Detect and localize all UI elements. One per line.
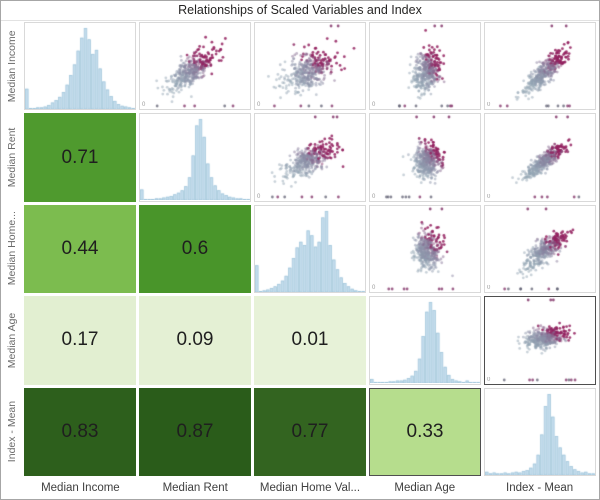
correlation-value: 0.33 [406,420,444,442]
histogram-cell-median-income[interactable] [24,22,136,111]
correlation-value: 0.71 [61,146,99,168]
correlation-value: 0.09 [176,329,214,351]
histogram-canvas [485,388,595,475]
correlation-value: 0.6 [181,237,209,259]
col-label-median-home-value: Median Home Val... [259,482,361,494]
chart-title: Relationships of Scaled Variables and In… [1,1,599,21]
correlation-value: 0.44 [61,237,99,259]
histogram-canvas [25,23,135,109]
col-label-median-age: Median Age [394,482,456,494]
histogram-cell-median-age[interactable] [369,296,481,385]
histogram-cell-median-home-value[interactable] [254,204,366,294]
row-label-median-income: Median Income [6,30,18,103]
correlation-cell-median-age-median-income[interactable]: 0.17 [24,296,136,385]
scatter-canvas [485,297,595,384]
scatter-canvas [255,114,365,201]
correlation-cell-index-mean-median-home-value[interactable]: 0.77 [254,387,366,476]
matrix-grid: 0 0 0 0 0.71 0 0 0 0.44 0.6 0 0 0.17 0.09 0.01 0 0.83 0.8… [23,21,597,477]
col-label-median-income: Median Income [41,482,120,494]
histogram-canvas [370,297,480,384]
correlation-value: 0.01 [291,329,329,351]
correlation-cell-index-mean-median-income[interactable]: 0.83 [24,387,136,476]
scatter-cell-median-age-x-index-mean[interactable]: 0 [484,296,596,385]
row-label-median-age: Median Age [6,312,18,368]
scatter-cell-median-income-x-median-home-value[interactable]: 0 [254,22,366,111]
scatter-cell-median-income-x-index-mean[interactable]: 0 [484,22,596,111]
correlation-cell-median-home-value-median-rent[interactable]: 0.6 [139,204,251,294]
histogram-canvas [140,114,250,201]
correlation-value: 0.17 [61,329,99,351]
scatter-cell-median-rent-x-index-mean[interactable]: 0 [484,113,596,202]
scatter-cell-median-home-value-x-index-mean[interactable]: 0 [484,204,596,294]
row-axis-labels: Median Income Median Rent Median Home... Me… [1,21,23,477]
scatter-canvas [370,23,480,109]
histogram-cell-median-rent[interactable] [139,113,251,202]
column-axis-labels: Median Income Median Rent Median Home Val.… [23,477,597,499]
scatter-canvas [370,205,480,292]
correlation-cell-median-age-median-rent[interactable]: 0.09 [139,296,251,385]
histogram-canvas [255,205,365,292]
scatter-canvas [255,23,365,109]
scatter-canvas [485,114,595,201]
scatter-canvas [370,114,480,201]
correlation-cell-median-age-median-home-value[interactable]: 0.01 [254,296,366,385]
row-label-median-home-value: Median Home... [6,211,18,287]
scatter-cell-median-income-x-median-age[interactable]: 0 [369,22,481,111]
scatter-cell-median-rent-x-median-age[interactable]: 0 [369,113,481,202]
correlation-value: 0.83 [61,420,99,442]
correlation-cell-index-mean-median-rent[interactable]: 0.87 [139,387,251,476]
row-label-median-rent: Median Rent [6,128,18,188]
correlation-cell-index-mean-median-age[interactable]: 0.33 [369,387,481,476]
col-label-median-rent: Median Rent [162,482,228,494]
scatter-canvas [485,23,595,109]
col-label-index-mean: Index - Mean [506,482,574,494]
scatter-cell-median-rent-x-median-home-value[interactable]: 0 [254,113,366,202]
scatter-canvas [140,23,250,109]
correlation-value: 0.87 [176,420,214,442]
correlation-value: 0.77 [291,420,329,442]
row-label-index-mean: Index - Mean [6,400,18,463]
correlation-cell-median-home-value-median-income[interactable]: 0.44 [24,204,136,294]
histogram-cell-index-mean[interactable] [484,387,596,476]
scatter-canvas [485,205,595,292]
scatter-cell-median-income-x-median-rent[interactable]: 0 [139,22,251,111]
correlation-cell-median-rent-median-income[interactable]: 0.71 [24,113,136,202]
scatter-cell-median-home-value-x-median-age[interactable]: 0 [369,204,481,294]
